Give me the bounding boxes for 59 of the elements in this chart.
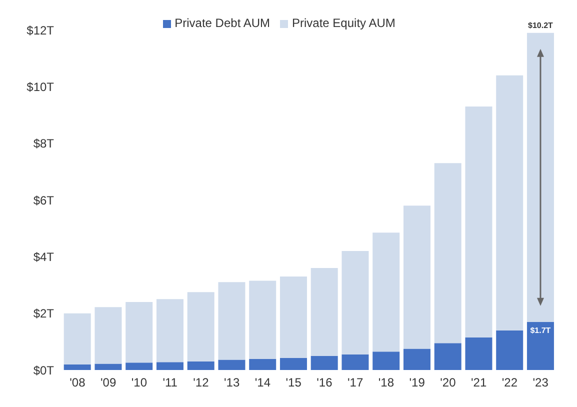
bar	[218, 360, 246, 370]
bar	[372, 352, 400, 370]
bar	[249, 280, 276, 359]
bar	[280, 358, 307, 370]
bar	[249, 358, 276, 370]
bar	[465, 106, 492, 338]
x-tick-label: '12	[193, 376, 210, 390]
bar	[496, 330, 524, 370]
legend-label: Private Equity AUM	[292, 16, 396, 30]
bar	[126, 362, 153, 370]
bar	[342, 354, 369, 370]
x-tick-label: '16	[316, 376, 333, 390]
data-label: $10.2T	[528, 20, 554, 30]
bar	[403, 348, 430, 370]
y-tick-label: $4T	[33, 250, 55, 264]
y-tick-label: $8T	[33, 136, 55, 151]
x-tick-label: '11	[162, 376, 178, 390]
bar	[126, 302, 153, 363]
bar	[434, 343, 462, 370]
y-tick-label: $2T	[33, 306, 55, 321]
x-tick-label: '20	[440, 376, 456, 390]
x-tick-label: '19	[409, 376, 426, 390]
data-label: $1.7T	[530, 326, 551, 335]
x-tick-label: '22	[502, 376, 518, 390]
x-tick-label: '10	[131, 376, 148, 390]
y-tick-label: $6T	[33, 193, 55, 208]
bar	[280, 276, 307, 358]
legend-label: Private Debt AUM	[174, 16, 270, 30]
bar	[372, 232, 400, 352]
y-tick-label: $12T	[26, 23, 55, 38]
x-tick-label: '18	[378, 376, 394, 390]
bar	[94, 364, 122, 370]
bar	[64, 364, 91, 370]
bar	[187, 292, 214, 362]
bar	[64, 313, 91, 364]
bar	[94, 307, 122, 364]
bar	[156, 362, 184, 370]
bar	[342, 251, 369, 354]
bar	[187, 362, 214, 370]
x-tick-label: '21	[470, 376, 487, 390]
bar	[496, 75, 524, 330]
bar	[465, 337, 492, 370]
bar	[156, 299, 184, 362]
x-tick-label: '17	[347, 376, 364, 390]
bar	[403, 206, 430, 349]
x-tick-label: '23	[532, 376, 549, 390]
bar	[526, 322, 554, 370]
x-tick-label: '08	[70, 376, 86, 390]
bar	[310, 356, 338, 370]
y-tick-label: $10T	[26, 80, 55, 94]
x-tick-label: '09	[100, 376, 116, 390]
x-tick-label: '14	[254, 376, 271, 390]
bar	[310, 268, 338, 356]
x-tick-label: '13	[224, 376, 240, 390]
x-tick-label: '15	[286, 376, 302, 390]
y-tick-label: $0T	[33, 363, 55, 378]
bar	[218, 282, 246, 360]
bar	[434, 163, 462, 344]
bar	[526, 32, 554, 322]
